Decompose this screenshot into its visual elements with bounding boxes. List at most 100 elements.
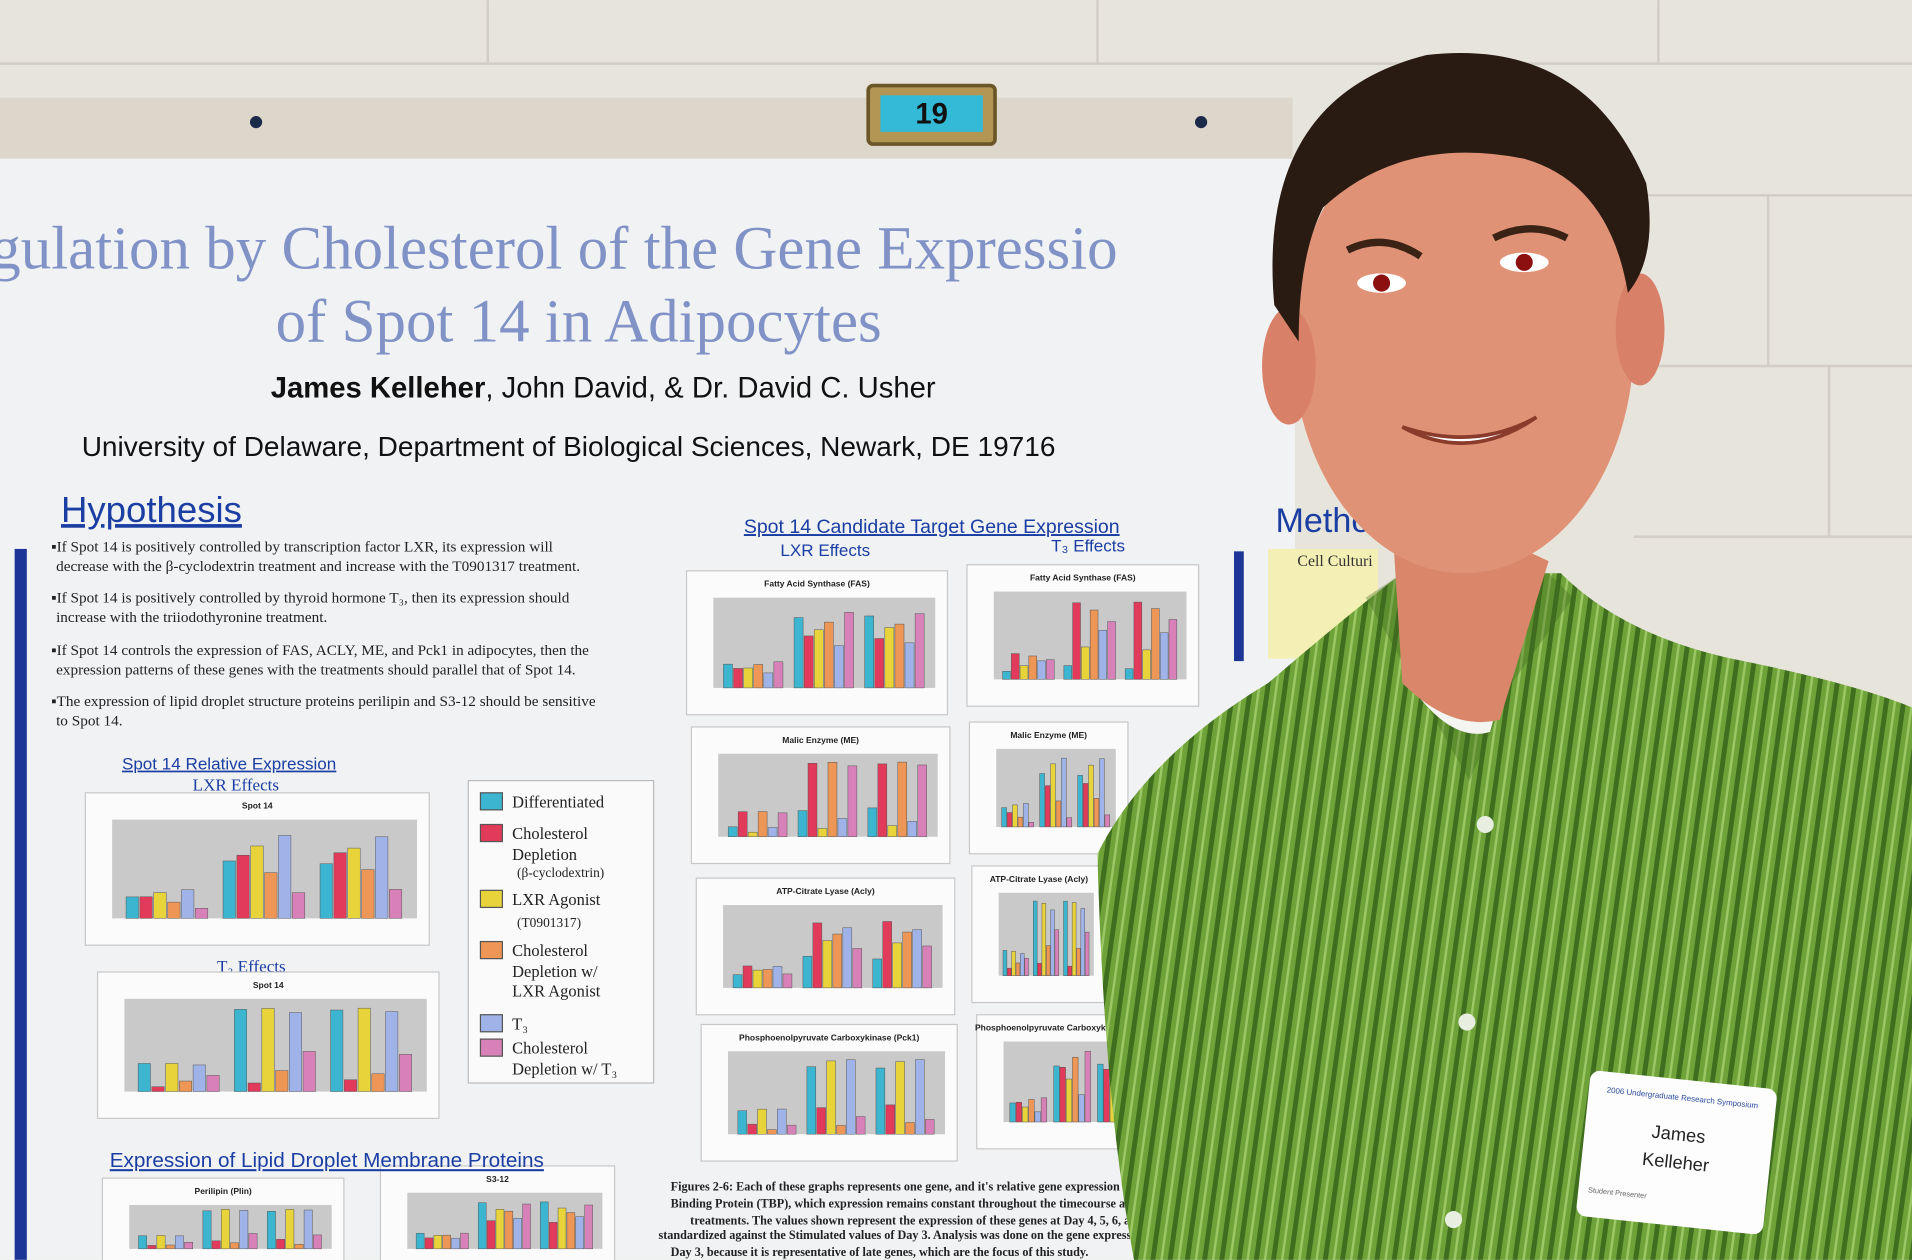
poster-bar: [1234, 551, 1244, 662]
legend-label: LXR Agonist: [512, 981, 601, 1000]
legend-label: Differentiated: [512, 792, 605, 811]
chart-bar-decor: [1033, 900, 1038, 976]
legend-swatch: [479, 792, 503, 811]
chart-panel-title: Phosphoenolpyruvate Carboxykinase (Pck1): [739, 1032, 919, 1042]
legend-label: Depletion w/ T₃: [512, 1059, 617, 1078]
chart-bar-decor: [842, 927, 853, 989]
chart-bar-decor: [313, 1234, 322, 1250]
poster-title: gulation by Cholesterol of the Gene Expr…: [0, 215, 1118, 282]
pupil: [1515, 253, 1533, 271]
chart-bar-decor: [415, 1233, 425, 1250]
chart-bar-decor: [885, 1104, 895, 1135]
chart-bar-decor: [1017, 816, 1024, 828]
chart-bar-decor: [1045, 945, 1051, 976]
chart-bar-decor: [206, 1075, 220, 1092]
chart-panel-title: ATP-Citrate Lyase (Acly): [990, 874, 1089, 884]
chart-bar-decor: [884, 627, 895, 689]
chart-bar-decor: [1124, 668, 1134, 680]
chart-bar-decor: [757, 811, 768, 837]
chart-bar-decor: [333, 852, 347, 919]
chart-panel-title: Malic Enzyme (ME): [1010, 730, 1087, 740]
name-tag-card: [1576, 1070, 1777, 1235]
chart-bar-decor: [1103, 1068, 1110, 1123]
chart-bar-decor: [832, 933, 843, 989]
chart-bar-decor: [877, 763, 888, 837]
hypothesis-heading: Hypothesis: [61, 489, 242, 530]
chart-bar-decor: [495, 1209, 505, 1250]
chart-bar-decor: [357, 1007, 371, 1092]
chart-bar-decor: [872, 958, 882, 989]
legend-label: (T0901317): [517, 915, 581, 930]
chart-bar-decor: [1034, 1111, 1041, 1123]
legend-label: Cholesterol: [512, 941, 588, 960]
chart-panel-title: Fatty Acid Synthase (FAS): [764, 579, 870, 589]
chart-bar-decor: [1089, 609, 1099, 680]
section-subheading: LXR Effects: [780, 541, 870, 560]
chart-bar-decor: [1059, 1067, 1066, 1123]
chart-bar-decor: [737, 1110, 747, 1135]
legend-label: Depletion w/: [512, 962, 598, 981]
chart-bar-decor: [852, 948, 863, 989]
chart-bar-decor: [137, 1063, 151, 1092]
chart-bar-decor: [733, 668, 743, 689]
chart-bar-decor: [222, 860, 236, 919]
chart-bar-decor: [1015, 962, 1021, 976]
chart-bar-decor: [864, 615, 874, 689]
chart-panel-title: Spot 14: [242, 801, 273, 811]
chart-bar-decor: [1039, 773, 1045, 828]
chart-panel-title: Malic Enzyme (ME): [782, 735, 859, 745]
chart-bar-decor: [1037, 962, 1042, 976]
chart-bar-decor: [486, 1220, 496, 1250]
chart-bar-decor: [1046, 659, 1055, 680]
chart-bar-decor: [211, 1240, 221, 1250]
rail: [0, 97, 1293, 159]
legend-swatch: [479, 1038, 503, 1057]
chart-bar-decor: [1001, 807, 1007, 828]
chart-bar-decor: [1023, 803, 1029, 828]
authors: James Kelleher, John David, & Dr. David …: [271, 373, 936, 405]
chart-bar-decor: [777, 1108, 787, 1135]
chart-bar-decor: [1019, 665, 1029, 680]
chart-bar-decor: [513, 1218, 522, 1250]
chart-bar-decor: [477, 1202, 487, 1250]
chart-bar-decor: [1028, 821, 1034, 828]
hypothesis-line: ▪If Spot 14 controls the expression of F…: [51, 642, 589, 659]
chart-bar-decor: [1002, 950, 1008, 976]
chart-bar-decor: [1022, 1106, 1029, 1123]
chart-bar-decor: [167, 901, 181, 919]
chart-bar-decor: [1104, 814, 1111, 828]
chart-bar-decor: [1071, 902, 1077, 976]
chart-bar-decor: [827, 761, 838, 837]
chart-bar-decor: [239, 1210, 249, 1250]
chart-bar-decor: [125, 896, 139, 919]
chart-bar-decor: [826, 1060, 836, 1135]
chart-bar-decor: [732, 974, 743, 989]
button: [1458, 1013, 1476, 1031]
chart-bar-decor: [1028, 1099, 1035, 1123]
authors-rest: , John David, & Dr. David C. Usher: [485, 373, 936, 405]
chart-bar-decor: [727, 826, 738, 837]
section-heading: Expression of Lipid Droplet Membrane Pro…: [110, 1149, 544, 1172]
chart-bar-decor: [1067, 965, 1072, 976]
legend-label: Cholesterol: [512, 1039, 588, 1058]
chart-bar-decor: [156, 1235, 166, 1250]
poster-bar: [14, 548, 27, 1260]
chart-bar-decor: [1006, 812, 1013, 828]
chart-bar-decor: [786, 1124, 797, 1135]
chart-bar-decor: [330, 1009, 344, 1092]
chart-bar-decor: [575, 1216, 584, 1250]
legend-label: T₃: [512, 1014, 528, 1033]
chart-bar-decor: [747, 831, 758, 837]
section-subheading: T₃ Effects: [217, 957, 286, 976]
chart-bar-decor: [777, 812, 788, 837]
section-subheading: LXR Effects: [193, 775, 280, 794]
button: [1476, 815, 1494, 834]
chart-bar-decor: [1072, 1056, 1079, 1123]
chart-bar-decor: [915, 1059, 925, 1135]
methods-box-text: Cell Culturi: [1297, 553, 1373, 570]
chart-bar-decor: [806, 1066, 817, 1135]
chart-bar-decor: [584, 1204, 593, 1250]
chart-bar-decor: [278, 835, 292, 919]
figure-caption: Figures 2-6: Each of these graphs repres…: [671, 1179, 1159, 1193]
